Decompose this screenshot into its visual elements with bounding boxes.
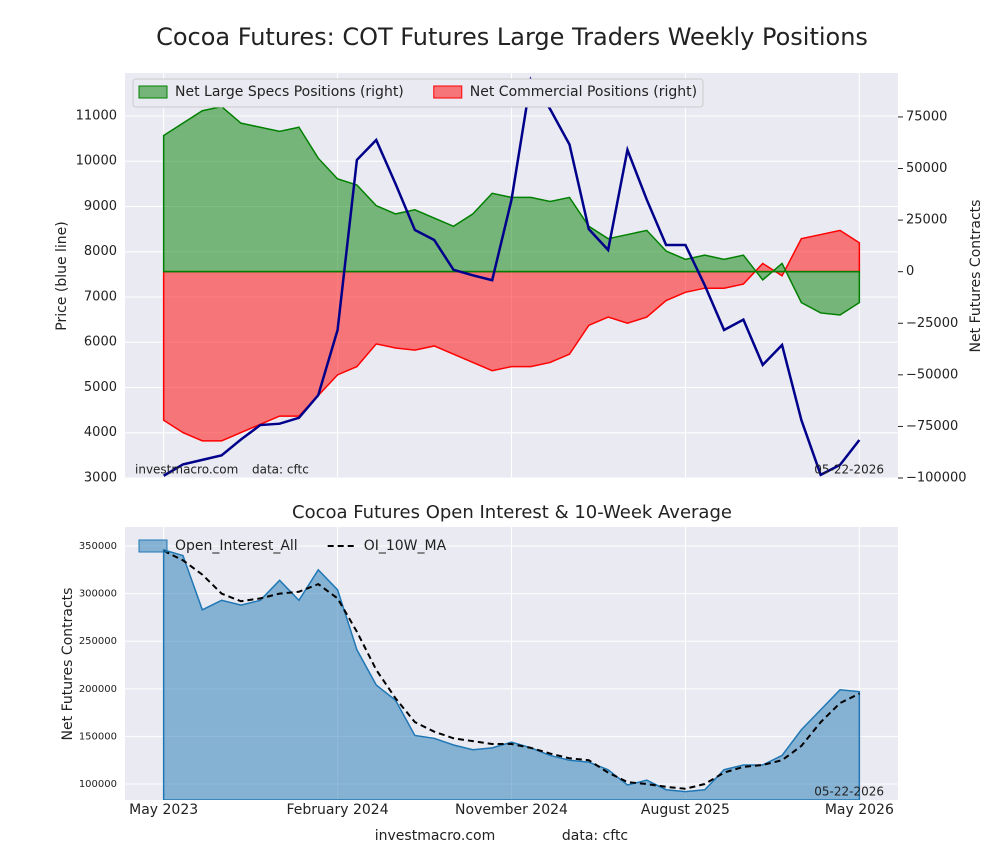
x-tick-label: August 2025: [641, 802, 730, 818]
legend-swatch: [433, 85, 463, 99]
y2-tick-label: −75000: [906, 419, 958, 434]
y-tick-label: 11000: [76, 108, 117, 123]
y-tick-label: 250000: [79, 636, 117, 647]
date-label: 05-22-2026: [814, 785, 884, 799]
y-tick-label: 150000: [79, 731, 117, 742]
legend-box: [132, 78, 704, 108]
legend-swatch: [138, 539, 168, 553]
line: [163, 549, 860, 790]
y-tick-label: 6000: [84, 335, 117, 350]
y-axis-label: Price (blue line): [54, 221, 70, 331]
y-tick-label: 9000: [84, 199, 117, 214]
y-tick-label: 4000: [84, 425, 117, 440]
x-tick-label: February 2024: [287, 802, 389, 818]
watermark: investmacro.com: [135, 463, 238, 477]
area: [162, 229, 861, 442]
y2-tick-label: −50000: [906, 367, 958, 382]
area: [162, 105, 861, 316]
y2-tick-label: 0: [906, 264, 914, 279]
y-tick-label: 300000: [79, 589, 117, 600]
y-tick-label: 100000: [79, 779, 117, 790]
line: [163, 76, 861, 477]
x-tick-label: May 2026: [825, 802, 894, 818]
y-axis-label: Net Futures Contracts: [60, 588, 76, 741]
legend-swatch: [138, 85, 168, 99]
legend-label: OI_10W_MA: [364, 538, 447, 554]
footer-source: data: cftc: [562, 828, 628, 844]
y-tick-label: 200000: [79, 684, 117, 695]
y2-axis-label: Net Futures Contracts: [968, 200, 984, 353]
legend-label: Net Commercial Positions (right): [470, 84, 697, 100]
plot-group: [125, 73, 898, 478]
plot-group: [125, 527, 898, 800]
chart-subtitle: Cocoa Futures Open Interest & 10-Week Av…: [292, 502, 732, 523]
legend-label: Open_Interest_All: [175, 538, 298, 554]
y2-tick-label: −100000: [906, 471, 967, 486]
y-tick-label: 5000: [84, 380, 117, 395]
y2-tick-label: 25000: [906, 213, 947, 228]
y-tick-label: 3000: [84, 471, 117, 486]
source: data: cftc: [252, 463, 309, 477]
date-label: 05-22-2026: [814, 463, 884, 477]
y2-tick-label: 75000: [906, 109, 947, 124]
y-tick-label: 8000: [84, 244, 117, 259]
y-tick-label: 7000: [84, 289, 117, 304]
y-tick-label: 10000: [76, 154, 117, 169]
chart-title: Cocoa Futures: COT Futures Large Traders…: [156, 23, 868, 51]
footer-site: investmacro.com: [375, 828, 495, 844]
x-tick-label: May 2023: [129, 802, 198, 818]
legend-label: Net Large Specs Positions (right): [175, 84, 404, 100]
y2-tick-label: 50000: [906, 161, 947, 176]
y-tick-label: 350000: [79, 541, 117, 552]
x-tick-label: November 2024: [455, 802, 568, 818]
y2-tick-label: −25000: [906, 316, 958, 331]
